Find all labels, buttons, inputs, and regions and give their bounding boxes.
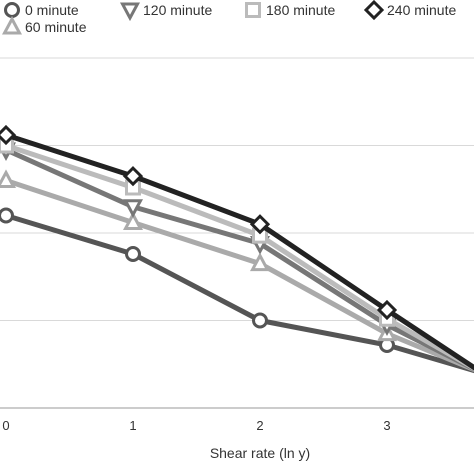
legend-label: 180 minute — [266, 2, 335, 18]
data-point — [376, 299, 398, 321]
x-axis-label: Shear rate (ln y) — [210, 445, 310, 461]
legend-label: 0 minute — [25, 2, 79, 18]
legend-label: 120 minute — [143, 2, 212, 18]
legend-marker — [245, 2, 261, 18]
x-tick-label: 3 — [383, 418, 390, 433]
data-point — [0, 169, 17, 188]
legend-item: 240 minute — [363, 0, 456, 21]
legend-item: 180 minute — [245, 2, 335, 18]
data-point — [122, 211, 144, 230]
data-point — [252, 312, 268, 329]
data-point — [249, 214, 271, 235]
legend-item: 60 minute — [1, 15, 87, 35]
legend-item: 0 minute — [4, 2, 79, 18]
data-point — [249, 252, 271, 272]
x-axis-ticks: 0 1 2 3 — [2, 418, 390, 433]
x-tick-label: 2 — [256, 418, 263, 433]
data-point — [0, 124, 17, 146]
series-lines — [0, 124, 474, 374]
data-point — [0, 207, 14, 224]
series-180-minute — [0, 137, 474, 372]
series-line — [5, 178, 474, 373]
legend-marker — [363, 0, 385, 21]
legend-marker — [119, 2, 141, 22]
x-tick-label: 1 — [129, 418, 136, 433]
legend-item: 120 minute — [119, 2, 212, 22]
legend-label: 240 minute — [387, 2, 456, 18]
series-240-minute — [0, 124, 474, 371]
data-point — [125, 246, 141, 262]
series-0-minute — [0, 207, 474, 374]
x-tick-label: 0 — [2, 418, 9, 433]
legend-marker — [1, 15, 23, 35]
data-point — [122, 199, 144, 218]
legend-marker — [4, 2, 20, 18]
legend-label: 60 minute — [25, 19, 87, 35]
data-point — [122, 166, 144, 187]
series-60-minute — [0, 169, 474, 373]
